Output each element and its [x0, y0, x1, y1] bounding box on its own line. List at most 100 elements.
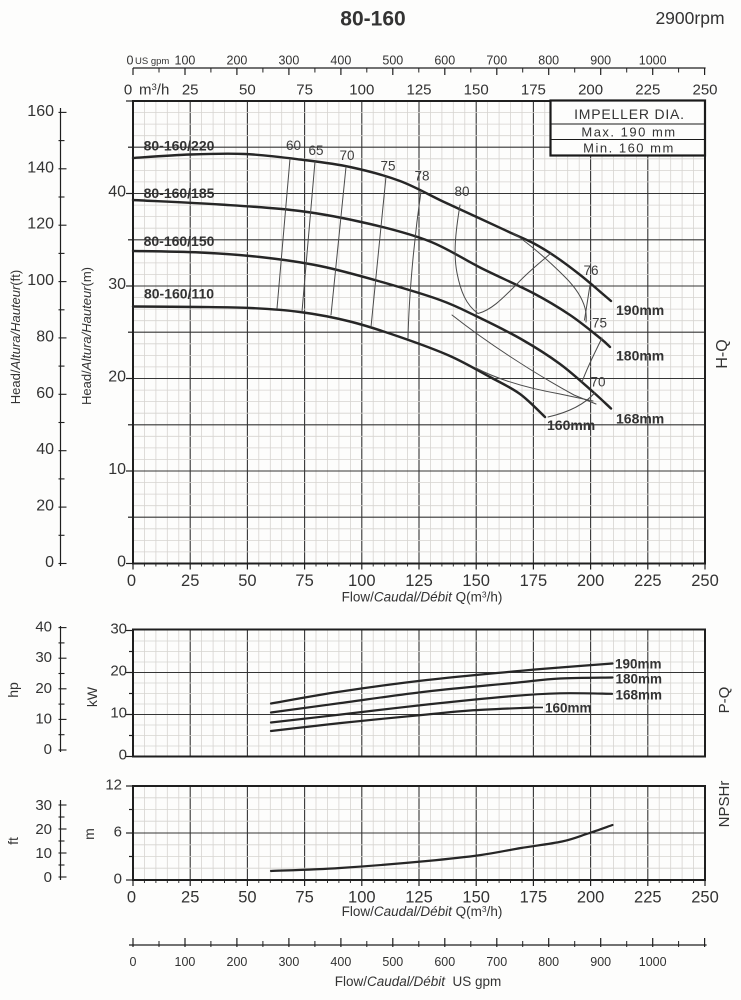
svg-text:80-160/150: 80-160/150 [144, 233, 215, 249]
svg-text:250: 250 [691, 572, 719, 590]
svg-text:20: 20 [108, 369, 126, 386]
svg-text:700: 700 [486, 54, 507, 68]
svg-text:175: 175 [521, 82, 546, 99]
svg-text:30: 30 [110, 621, 127, 638]
svg-text:600: 600 [434, 955, 455, 969]
svg-text:160: 160 [27, 103, 54, 120]
svg-text:Head/Altura/Hauteur(ft): Head/Altura/Hauteur(ft) [8, 270, 23, 404]
svg-text:160mm: 160mm [545, 701, 592, 716]
svg-text:800: 800 [538, 955, 559, 969]
svg-text:40: 40 [36, 441, 54, 458]
svg-text:250: 250 [691, 889, 719, 907]
svg-text:20: 20 [35, 680, 52, 697]
svg-text:200: 200 [227, 54, 248, 68]
svg-text:IMPELLER DIA.: IMPELLER DIA. [574, 106, 685, 122]
svg-text:0: 0 [117, 554, 126, 571]
svg-text:100: 100 [175, 54, 196, 68]
svg-text:hp: hp [5, 682, 21, 698]
svg-text:100: 100 [175, 955, 196, 969]
svg-text:120: 120 [27, 216, 54, 233]
svg-text:150: 150 [462, 889, 490, 907]
svg-text:100: 100 [348, 572, 376, 590]
svg-text:60: 60 [286, 138, 301, 153]
svg-text:80-160: 80-160 [340, 8, 405, 31]
svg-text:190mm: 190mm [616, 302, 664, 318]
svg-text:400: 400 [330, 54, 351, 68]
svg-text:160mm: 160mm [547, 417, 595, 433]
svg-text:500: 500 [382, 54, 403, 68]
svg-text:0: 0 [130, 955, 137, 969]
svg-text:80: 80 [36, 328, 54, 345]
svg-text:50: 50 [239, 82, 256, 99]
svg-text:20: 20 [36, 498, 54, 515]
svg-text:168mm: 168mm [616, 411, 664, 427]
svg-text:125: 125 [406, 82, 431, 99]
svg-text:200: 200 [577, 572, 605, 590]
svg-text:800: 800 [538, 54, 559, 68]
svg-text:900: 900 [590, 955, 611, 969]
svg-text:600: 600 [434, 54, 455, 68]
svg-text:NPSHr: NPSHr [716, 781, 733, 828]
svg-text:kW: kW [84, 686, 100, 707]
svg-text:75: 75 [380, 159, 395, 174]
svg-text:0: 0 [114, 871, 122, 888]
svg-text:75: 75 [295, 889, 313, 907]
svg-text:10: 10 [108, 461, 126, 478]
svg-text:125: 125 [405, 889, 433, 907]
svg-text:50: 50 [238, 889, 256, 907]
svg-text:75: 75 [296, 82, 313, 99]
svg-text:12: 12 [105, 777, 122, 794]
svg-text:0: 0 [44, 741, 52, 758]
svg-text:80-160/220: 80-160/220 [144, 138, 215, 154]
svg-text:150: 150 [462, 572, 490, 590]
svg-text:140: 140 [27, 159, 54, 176]
svg-text:10: 10 [35, 710, 52, 727]
svg-text:175: 175 [520, 889, 548, 907]
svg-text:200: 200 [227, 955, 248, 969]
svg-text:500: 500 [382, 955, 403, 969]
svg-text:0: 0 [127, 572, 136, 590]
svg-text:180mm: 180mm [616, 348, 664, 364]
svg-text:300: 300 [278, 54, 299, 68]
svg-text:m3/h: m3/h [139, 82, 169, 99]
svg-text:80-160/185: 80-160/185 [144, 185, 215, 201]
svg-text:ft: ft [5, 837, 21, 845]
svg-text:300: 300 [278, 955, 299, 969]
svg-text:175: 175 [520, 572, 548, 590]
svg-text:Head/Altura/Hauteur(m): Head/Altura/Hauteur(m) [79, 267, 94, 405]
svg-text:40: 40 [35, 619, 52, 636]
svg-text:225: 225 [635, 82, 660, 99]
svg-text:25: 25 [181, 572, 199, 590]
svg-text:80-160/110: 80-160/110 [144, 286, 214, 302]
svg-text:US gpm: US gpm [135, 56, 169, 67]
svg-text:1000: 1000 [639, 955, 667, 969]
svg-text:P-Q: P-Q [716, 687, 733, 714]
svg-text:150: 150 [464, 82, 489, 99]
svg-text:75: 75 [592, 316, 607, 331]
svg-text:Min. 160 mm: Min. 160 mm [583, 141, 675, 156]
svg-text:200: 200 [578, 82, 603, 99]
svg-text:2900rpm: 2900rpm [655, 8, 724, 28]
svg-text:0: 0 [45, 554, 54, 571]
svg-text:6: 6 [114, 824, 122, 841]
svg-text:0: 0 [127, 54, 134, 68]
svg-text:250: 250 [692, 82, 717, 99]
svg-text:25: 25 [182, 82, 199, 99]
svg-text:Flow/Caudal/Débit Q(m3/h): Flow/Caudal/Débit Q(m3/h) [342, 590, 503, 605]
svg-text:100: 100 [348, 889, 376, 907]
svg-text:168mm: 168mm [616, 688, 663, 703]
svg-text:75: 75 [295, 572, 313, 590]
svg-text:225: 225 [634, 889, 662, 907]
svg-text:125: 125 [405, 572, 433, 590]
svg-text:100: 100 [349, 82, 374, 99]
svg-text:700: 700 [486, 955, 507, 969]
svg-text:20: 20 [110, 663, 127, 680]
svg-text:180mm: 180mm [616, 672, 663, 687]
svg-text:0: 0 [127, 889, 136, 907]
svg-text:20: 20 [35, 821, 52, 838]
svg-text:H-Q: H-Q [714, 339, 731, 368]
svg-text:10: 10 [35, 845, 52, 862]
svg-text:78: 78 [414, 169, 429, 184]
svg-text:Flow/Caudal/Débit US gpm: Flow/Caudal/Débit US gpm [335, 974, 502, 989]
svg-text:40: 40 [108, 184, 126, 201]
